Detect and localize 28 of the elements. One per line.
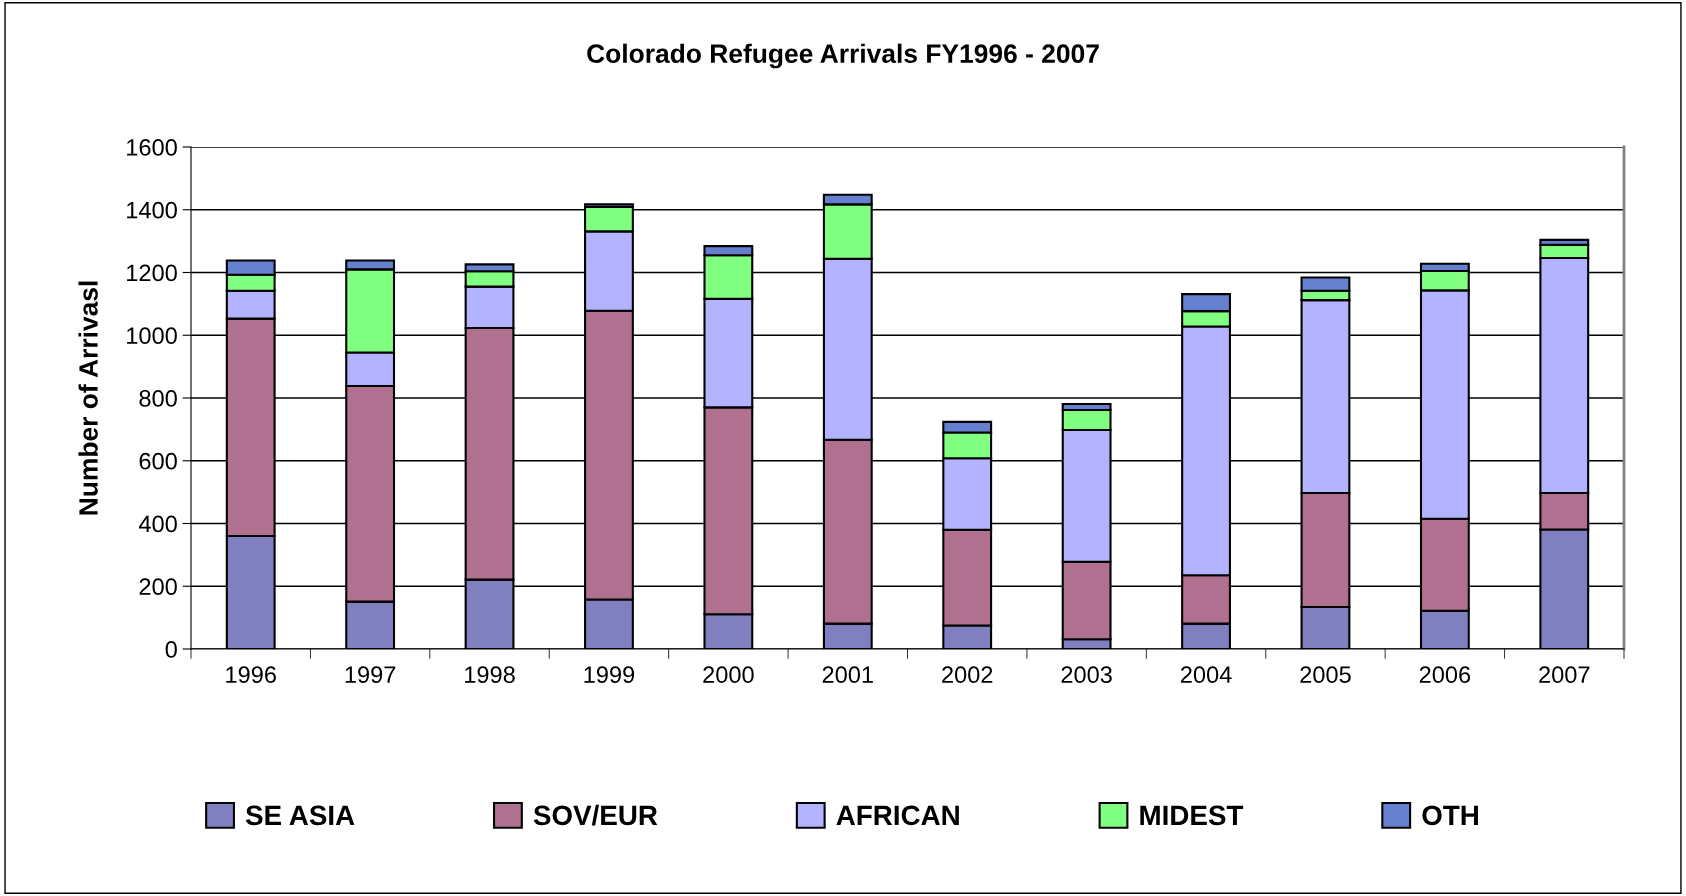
x-tick-label: 2002: [942, 666, 993, 684]
x-tick-label: 2001: [822, 666, 873, 684]
legend-label: MIDEST: [1140, 805, 1244, 826]
legend-label: OTH: [1422, 805, 1478, 826]
y-tick-label: 1000: [127, 327, 177, 345]
legend-label: SOV/EUR: [533, 804, 658, 826]
x-tick-label: 2003: [1061, 666, 1112, 684]
y-axis-title: Number of Arrivasl: [78, 281, 98, 515]
y-tick-label: 400: [138, 515, 177, 533]
x-tick-label: 1996: [226, 666, 276, 684]
x-tick-label: 2006: [1419, 666, 1471, 684]
y-tick-label: 1400: [127, 201, 177, 219]
y-tick-label: 0: [165, 641, 177, 658]
y-tick-label: 1600: [127, 139, 177, 156]
chart-title: Colorado Refugee Arrivals FY1996 - 2007: [587, 43, 1099, 69]
legend-label: SE ASIA: [245, 805, 355, 826]
y-tick-label: 800: [139, 390, 177, 407]
x-tick-label: 1997: [345, 666, 396, 684]
x-tick-label: 2000: [703, 666, 754, 684]
y-tick-label: 1200: [127, 264, 177, 282]
x-tick-label: 1999: [584, 666, 635, 684]
y-tick-label: 600: [139, 452, 177, 470]
y-tick-label: 200: [139, 578, 177, 596]
legend-label: AFRICAN: [836, 805, 959, 826]
x-tick-label: 2004: [1180, 666, 1232, 684]
x-tick-label: 2007: [1539, 666, 1590, 684]
x-tick-label: 2005: [1300, 666, 1351, 684]
x-tick-label: 1998: [465, 666, 515, 684]
